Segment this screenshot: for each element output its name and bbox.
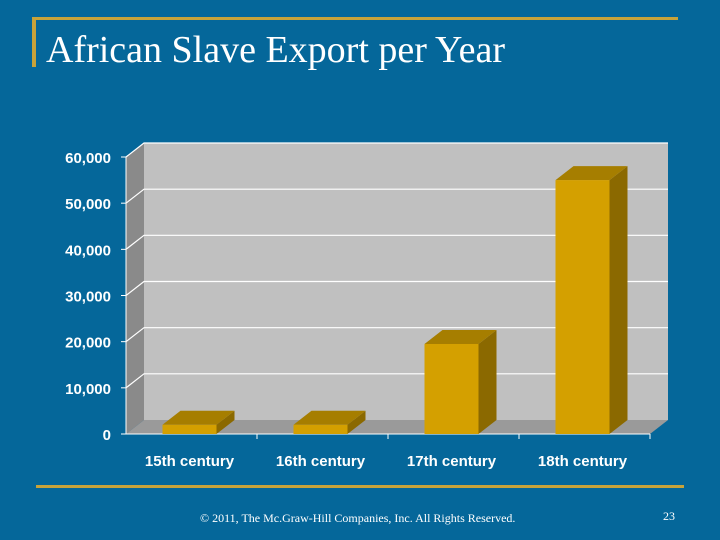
bar [424, 343, 479, 434]
y-tick-label: 50,000 [65, 196, 111, 213]
copyright-footer: © 2011, The Mc.Graw-Hill Companies, Inc.… [200, 511, 516, 525]
y-tick-label: 20,000 [65, 335, 111, 352]
gridline [125, 142, 668, 158]
bar-side [609, 166, 628, 435]
gridline [125, 280, 668, 296]
y-tick-label: 40,000 [65, 242, 111, 259]
y-tick-label: 30,000 [65, 289, 111, 306]
y-tick-label: 0 [103, 427, 111, 444]
gridline [125, 234, 668, 250]
bar-side [347, 410, 366, 434]
x-tick-label: 18th century [538, 453, 628, 470]
plot-floor [126, 420, 668, 434]
bar-top [424, 329, 497, 344]
x-tick-label: 16th century [276, 453, 366, 470]
title-left-rule [32, 17, 36, 67]
y-tick-label: 10,000 [65, 381, 111, 398]
slide-title: African Slave Export per Year [46, 29, 506, 71]
bar-top [293, 410, 366, 425]
gridline [125, 188, 668, 204]
x-tick-label: 15th century [145, 453, 235, 470]
gridline [125, 327, 668, 343]
bar-top [162, 410, 235, 425]
y-tick-label: 60,000 [65, 150, 111, 167]
x-tick-label: 17th century [407, 453, 497, 470]
bar-side [478, 329, 497, 434]
bar [293, 424, 348, 434]
bar-top [555, 166, 628, 181]
footer-rule [36, 485, 684, 488]
bar [555, 180, 610, 434]
bar-side [216, 410, 235, 434]
bar [162, 424, 217, 434]
page-number: 23 [663, 509, 675, 523]
title-top-rule [32, 17, 678, 20]
